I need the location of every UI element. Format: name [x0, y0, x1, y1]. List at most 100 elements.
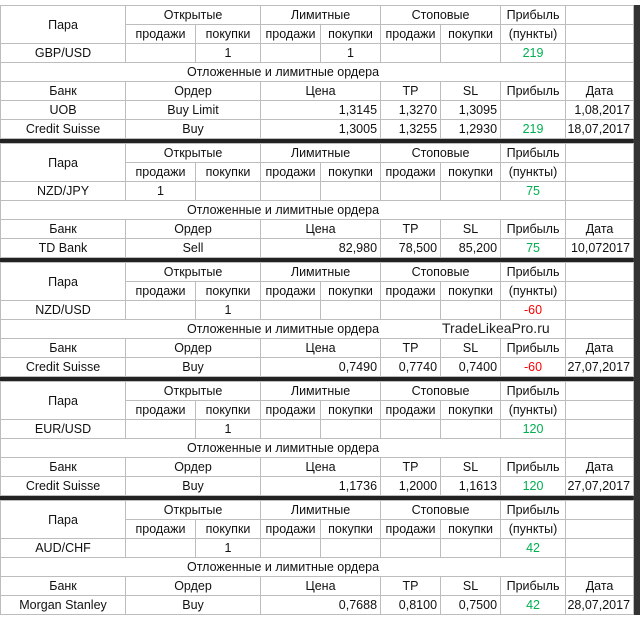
- date: 27,07,2017: [565, 476, 635, 496]
- block-separator: [0, 258, 633, 262]
- order-header: Банк: [0, 219, 126, 239]
- block-table: Пара Открытые Лимитные Стоповые Прибыль прода…: [0, 381, 635, 496]
- group-header: Лимитные: [260, 143, 382, 163]
- count-cell: [440, 43, 502, 63]
- order-header: Банк: [0, 457, 126, 477]
- pair-row: EUR/USD 1 120: [0, 419, 635, 439]
- order-header: Дата: [565, 457, 635, 477]
- subheader: покупки: [320, 162, 382, 182]
- subheader: покупки: [320, 400, 382, 420]
- subheader-row: продажи покупки продажи покупки продажи покуп…: [1, 24, 635, 44]
- bank: Credit Suisse: [0, 357, 126, 377]
- price: 1,3005: [260, 119, 382, 139]
- block-separator: [0, 496, 633, 500]
- order-header: SL: [440, 457, 502, 477]
- bank: Morgan Stanley: [0, 595, 126, 615]
- order-type: Buy: [124, 119, 262, 139]
- header-row: Пара Открытые Лимитные Стоповые Прибыль: [0, 500, 635, 539]
- group-header: Открытые: [124, 262, 262, 282]
- block-table: Пара Открытые Лимитные Стоповые Прибыль прода…: [0, 143, 635, 258]
- order-header: Прибыль: [500, 338, 567, 358]
- group-header: Открытые: [124, 381, 262, 401]
- count-cell: [440, 538, 502, 558]
- group-header: Стоповые: [380, 143, 502, 163]
- sl: 0,7400: [440, 357, 502, 377]
- profit-header: Прибыль: [500, 262, 567, 282]
- pair-profit: 75: [500, 181, 567, 201]
- empty-cell: [565, 262, 635, 282]
- empty-cell: [565, 438, 635, 458]
- empty-cell: [565, 181, 635, 201]
- group-header: Лимитные: [260, 381, 382, 401]
- count-cell: [320, 300, 382, 320]
- count-cell: [194, 181, 262, 201]
- subheader: продажи: [380, 519, 442, 539]
- pending-title: Отложенные и лимитные ордера: [0, 557, 567, 577]
- header-row: Пара Открытые Лимитные Стоповые Прибыль: [0, 262, 635, 301]
- pair-name: NZD/JPY: [0, 181, 126, 201]
- count-cell: [380, 181, 442, 201]
- group-header: Открытые: [124, 500, 262, 520]
- count-cell: [260, 300, 322, 320]
- header-row: Пара Открытые Лимитные Стоповые Прибыль: [0, 143, 635, 182]
- price: 1,1736: [260, 476, 382, 496]
- pair-name: NZD/USD: [0, 300, 126, 320]
- subheader: продажи: [125, 24, 196, 44]
- subheader: покупки: [320, 24, 382, 44]
- tp: 1,3255: [380, 119, 442, 139]
- tp: 1,3270: [380, 100, 442, 120]
- count-cell: [380, 538, 442, 558]
- subheader: продажи: [125, 519, 196, 539]
- pending-title: Отложенные и лимитные ордера: [0, 200, 567, 220]
- pending-row: Отложенные и лимитные ордера: [0, 200, 635, 220]
- order-profit: 42: [500, 595, 567, 615]
- count-cell: [125, 538, 196, 558]
- count-cell: [320, 419, 382, 439]
- tp: 0,7740: [380, 357, 442, 377]
- block-separator: [0, 139, 633, 143]
- pending-row: Отложенные и лимитные ордера: [0, 438, 635, 458]
- empty-cell: [565, 281, 635, 301]
- empty-cell: [565, 200, 635, 220]
- subheader: покупки: [320, 519, 382, 539]
- empty-cell: [565, 62, 635, 82]
- subheader: продажи: [125, 281, 196, 301]
- date: 1,08,2017: [565, 100, 635, 120]
- sl: 1,2930: [440, 119, 502, 139]
- group-header: Лимитные: [260, 262, 382, 282]
- profit-unit: (пункты): [500, 162, 567, 182]
- date: 18,07,2017: [565, 119, 635, 139]
- order-header-row: Банк Ордер Цена TP SL Прибыль Дата: [0, 81, 635, 101]
- header-row: Пара Открытые Лимитные Стоповые Прибыль: [0, 381, 635, 420]
- pair-header: Пара: [0, 500, 126, 539]
- subheader: продажи: [260, 400, 322, 420]
- empty-cell: [565, 5, 635, 25]
- order-profit: [500, 100, 567, 120]
- pair-header: Пара: [0, 262, 126, 301]
- order-header: SL: [440, 338, 502, 358]
- count-cell: 1: [194, 538, 262, 558]
- profit-header: Прибыль: [500, 143, 567, 163]
- pair-profit: 120: [500, 419, 567, 439]
- order-profit: 120: [500, 476, 567, 496]
- order-type: Buy: [124, 357, 262, 377]
- empty-cell: [565, 519, 635, 539]
- subheader: покупки: [440, 24, 502, 44]
- subheader: покупки: [440, 281, 502, 301]
- count-cell: [380, 300, 442, 320]
- count-cell: 1: [194, 419, 262, 439]
- bank: UOB: [0, 100, 126, 120]
- order-header: TP: [380, 338, 442, 358]
- empty-cell: [565, 381, 635, 401]
- empty-cell: [565, 43, 635, 63]
- order-header-row: Банк Ордер Цена TP SL Прибыль Дата: [0, 219, 635, 239]
- order-header: Прибыль: [500, 457, 567, 477]
- empty-cell: [565, 319, 635, 339]
- order-row: Credit Suisse Buy 1,3005 1,3255 1,2930 219 18,…: [0, 119, 635, 139]
- date: 10,072017: [565, 238, 635, 258]
- pair-row: GBP/USD 1 1 219: [0, 43, 635, 63]
- count-cell: 1: [194, 300, 262, 320]
- sheet: Пара Открытые Лимитные Стоповые Прибыль прода…: [0, 5, 640, 615]
- order-header: SL: [440, 219, 502, 239]
- pair-header: Пара: [0, 381, 126, 420]
